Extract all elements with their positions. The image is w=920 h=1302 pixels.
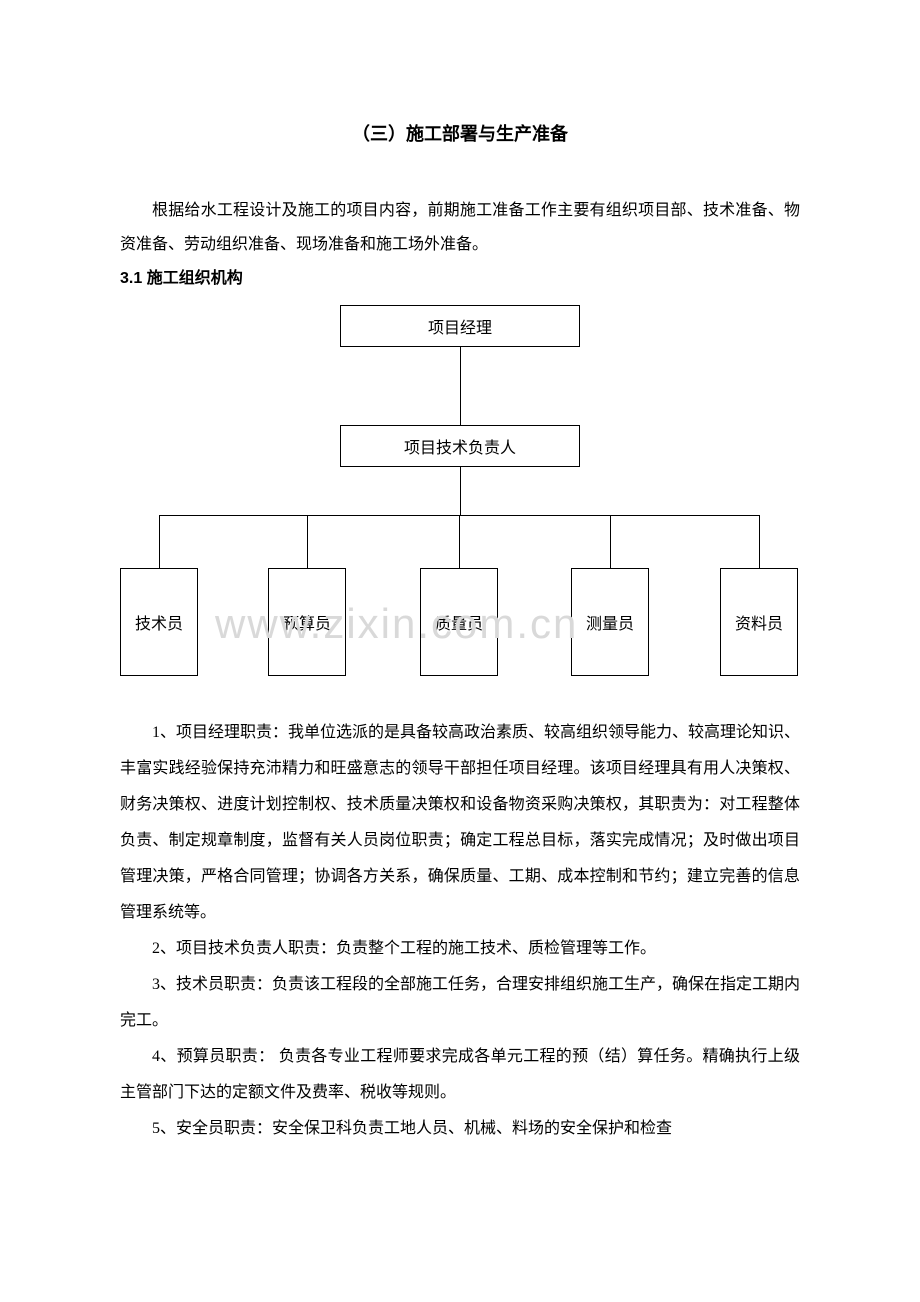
paragraph-4: 4、预算员职责： 负责各专业工程师要求完成各单元工程的预（结）算任务。精确执行上… — [120, 1039, 800, 1111]
org-node-leaf3: 质量员 — [420, 568, 498, 676]
chart-connector — [759, 515, 760, 568]
org-node-leaf5: 资料员 — [720, 568, 798, 676]
paragraph-2: 2、项目技术负责人职责：负责整个工程的施工技术、质检管理等工作。 — [120, 931, 800, 967]
org-node-tech_lead: 项目技术负责人 — [340, 425, 580, 467]
chart-connector — [610, 515, 611, 568]
section-heading: 3.1 施工组织机构 — [120, 263, 800, 295]
body-text: 1、项目经理职责：我单位选派的是具备较高政治素质、较高组织领导能力、较高理论知识… — [120, 715, 800, 1147]
paragraph-3: 3、技术员职责：负责该工程段的全部施工任务，合理安排组织施工生产，确保在指定工期… — [120, 967, 800, 1039]
chart-connector — [460, 467, 461, 515]
chart-connector — [459, 515, 460, 568]
org-node-root: 项目经理 — [340, 305, 580, 347]
org-node-leaf2: 预算员 — [268, 568, 346, 676]
chart-connector — [460, 347, 461, 425]
paragraph-5: 5、安全员职责：安全保卫科负责工地人员、机械、料场的安全保护和检查 — [120, 1111, 800, 1147]
intro-paragraph: 根据给水工程设计及施工的项目内容，前期施工准备工作主要有组织项目部、技术准备、物… — [120, 194, 800, 261]
paragraph-1: 1、项目经理职责：我单位选派的是具备较高政治素质、较高组织领导能力、较高理论知识… — [120, 715, 800, 931]
org-node-leaf4: 测量员 — [571, 568, 649, 676]
page-title: （三）施工部署与生产准备 — [120, 120, 800, 146]
org-chart: 项目经理项目技术负责人技术员预算员质量员测量员资料员 — [120, 305, 800, 685]
chart-connector — [307, 515, 308, 568]
org-node-leaf1: 技术员 — [120, 568, 198, 676]
chart-connector — [159, 515, 160, 568]
